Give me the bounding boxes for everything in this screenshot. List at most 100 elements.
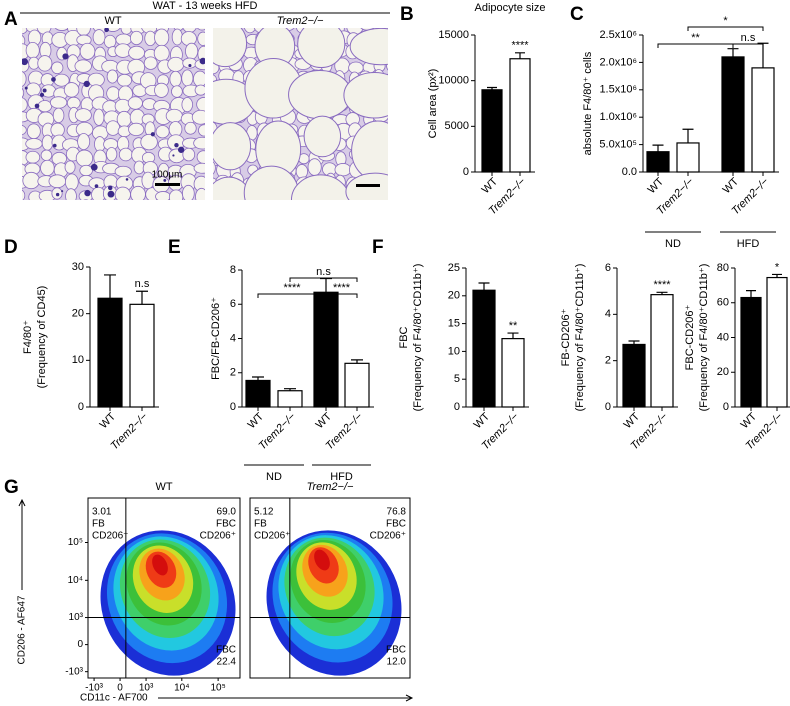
cell (25, 138, 43, 150)
cell (114, 43, 132, 58)
cell (181, 69, 194, 87)
x-tick-label: 0 (117, 683, 123, 694)
y-tick-label: 0 (463, 166, 469, 178)
quadrant-name: FBC (216, 519, 236, 530)
cell (22, 171, 40, 190)
panel-label: G (4, 477, 19, 498)
histology-label: Trem2−/− (277, 15, 324, 27)
cell (40, 159, 55, 177)
group-label: ND (665, 238, 681, 250)
error-bar (104, 274, 116, 299)
quadrant-name: FB (254, 519, 267, 530)
cell (63, 82, 80, 98)
significance-bracket (289, 277, 358, 282)
x-tick-label: WT (98, 410, 119, 431)
nucleus (174, 142, 179, 148)
cell (194, 84, 205, 96)
density-contour (314, 549, 330, 571)
significance-bracket (687, 26, 764, 31)
nucleus (150, 132, 155, 137)
cell (168, 189, 184, 200)
bar (721, 56, 745, 173)
cell (171, 28, 183, 46)
cell (64, 173, 79, 191)
bar (646, 151, 670, 173)
error-bar (284, 388, 296, 391)
quadrant-name: CD206⁺ (92, 531, 128, 542)
error-bar (628, 340, 640, 345)
cell (213, 122, 252, 171)
bar (472, 289, 496, 408)
y-axis-label: (Frequency of CD45) (36, 286, 48, 389)
cell (351, 120, 388, 182)
significance: ** (691, 32, 700, 44)
y-tick-label: 10 (72, 354, 84, 366)
panel-label: D (4, 237, 18, 258)
x-tick-label: WT (314, 410, 335, 431)
quadrant-name: FBC (386, 519, 406, 530)
cell (167, 56, 185, 72)
cell (350, 203, 360, 214)
cell (365, 198, 372, 200)
cell (389, 146, 399, 163)
cell (114, 165, 132, 178)
histology (22, 28, 399, 217)
cell (169, 70, 182, 88)
cell (105, 28, 121, 32)
y-tick-label: 20 (448, 290, 460, 302)
cell (371, 205, 387, 217)
y-tick-label: 0.0 (622, 166, 637, 178)
y-tick-label: 1.5x10⁶ (599, 84, 637, 96)
density-contour (152, 554, 168, 576)
y-tick-label: 0 (78, 401, 84, 413)
quadrant-value: 12.0 (387, 657, 407, 668)
y-axis-label: CD206 - AF647 (17, 595, 28, 664)
nucleus (52, 143, 57, 148)
error-bar (656, 291, 668, 295)
y-axis-label: FBC-CD206⁺ (684, 304, 696, 370)
y-tick-label: 10³ (69, 612, 84, 623)
x-tick-label: 10⁴ (174, 683, 189, 694)
cell (288, 70, 352, 120)
plot-title: Trem2−/− (307, 481, 354, 493)
cell (89, 202, 105, 215)
cell (39, 201, 51, 212)
cell (128, 45, 145, 60)
cell (155, 125, 170, 139)
error-bar (772, 273, 782, 278)
cell (22, 97, 28, 113)
y-axis-label: (Frequency of F4/80⁺CD11b⁺) (574, 264, 586, 412)
significance: **** (333, 282, 351, 294)
cell (243, 165, 299, 200)
y-axis-label: (Frequency of F4/80⁺CD11b⁺) (412, 264, 424, 412)
nucleus (34, 103, 40, 109)
error-bar (136, 290, 148, 305)
bar (509, 58, 531, 173)
nucleus (107, 185, 113, 191)
quadrant-value: 3.01 (92, 507, 112, 518)
cell (185, 42, 199, 60)
y-tick-label: 0 (605, 401, 611, 413)
cell (153, 44, 170, 62)
x-tick-label: -10³ (85, 683, 103, 694)
cell (22, 87, 25, 99)
x-tick-label: WT (739, 410, 760, 431)
scale-bar (155, 183, 180, 186)
bar (344, 362, 370, 408)
error-bar (320, 277, 332, 293)
error-bar (746, 289, 756, 298)
cell (117, 73, 133, 87)
nucleus (83, 80, 90, 88)
x-tick-label: 10⁵ (210, 683, 225, 694)
error-bar (727, 48, 739, 57)
significance: * (775, 261, 780, 273)
cell (386, 85, 388, 97)
cell (65, 188, 77, 200)
y-tick-label: 10⁴ (68, 575, 83, 586)
quadrant-value: 5.12 (254, 507, 274, 518)
cell (64, 160, 76, 174)
quadrant-name: FBC (386, 645, 406, 656)
cell (143, 56, 158, 70)
cell (387, 130, 388, 136)
cell (50, 122, 65, 138)
